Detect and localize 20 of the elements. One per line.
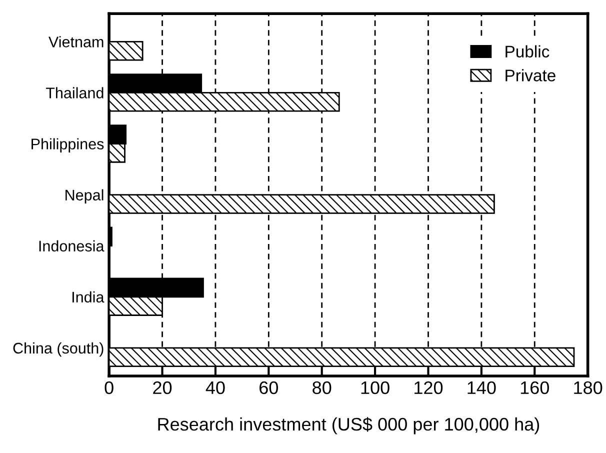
y-tick-label: Vietnam bbox=[48, 36, 104, 48]
y-tick-label: Philippines bbox=[32, 138, 104, 152]
x-axis-title: Research investment (US$ 000 per 100,000 ha) bbox=[158, 417, 540, 434]
y-tick-label: Indonesia bbox=[39, 240, 104, 252]
x-tick-label: 120 bbox=[414, 381, 443, 394]
x-tick-label: 0 bbox=[104, 381, 114, 394]
x-tick-label: 40 bbox=[206, 381, 225, 394]
x-tick-label: 180 bbox=[574, 381, 602, 394]
y-tick-label: China (south) bbox=[13, 342, 104, 357]
x-tick-label: 140 bbox=[468, 381, 496, 394]
x-tick-label: 100 bbox=[361, 381, 390, 394]
x-tick-label: 160 bbox=[520, 381, 549, 394]
x-tick-label: 60 bbox=[260, 381, 278, 394]
y-tick-label: Thailand bbox=[46, 87, 104, 98]
y-tick-label: Nepal bbox=[66, 189, 104, 204]
legend-label: Private bbox=[506, 69, 556, 82]
x-tick-label: 20 bbox=[153, 381, 172, 394]
y-tick-label: India bbox=[72, 291, 104, 303]
legend-label: Public bbox=[506, 45, 550, 58]
x-tick-label: 80 bbox=[312, 381, 332, 394]
